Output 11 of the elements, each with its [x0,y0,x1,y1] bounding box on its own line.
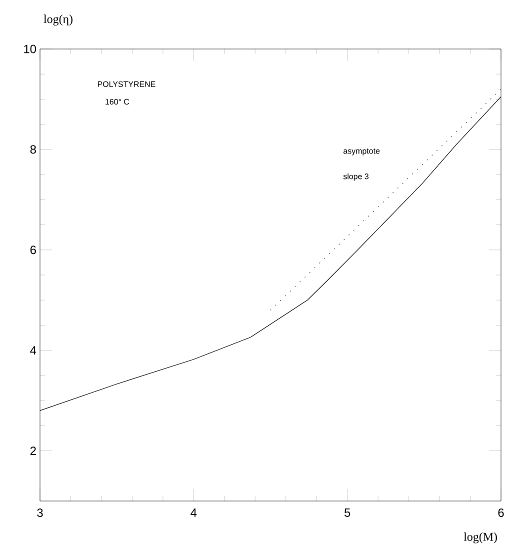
x-tick-label: 5 [344,508,350,517]
y-axis-title: log(η) [44,14,72,26]
y-tick-label: 10 [24,44,36,54]
y-tick-label: 4 [30,346,36,354]
y-tick-label: 2 [30,446,36,455]
x-tick-label: 6 [498,508,504,517]
x-axis-title: log(M) [464,532,497,544]
x-tick-label: 3 [37,508,43,517]
y-tick-label: 6 [30,246,36,254]
y-tick-label: 8 [30,145,36,154]
x-tick-label: 4 [190,508,197,517]
